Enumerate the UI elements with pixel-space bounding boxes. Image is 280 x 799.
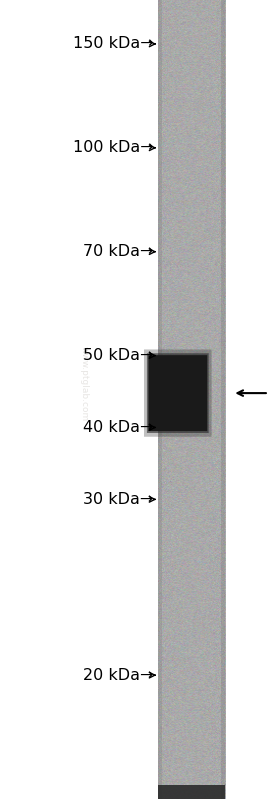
- Text: 150 kDa→: 150 kDa→: [73, 37, 153, 51]
- FancyBboxPatch shape: [147, 353, 209, 433]
- Bar: [221, 0, 225, 799]
- Text: 20 kDa→: 20 kDa→: [83, 668, 153, 682]
- Text: 100 kDa→: 100 kDa→: [73, 141, 153, 155]
- Bar: [158, 0, 162, 799]
- Text: 30 kDa→: 30 kDa→: [83, 492, 153, 507]
- FancyBboxPatch shape: [148, 355, 207, 431]
- Text: 40 kDa→: 40 kDa→: [83, 420, 153, 435]
- Bar: [158, 785, 225, 799]
- FancyBboxPatch shape: [144, 349, 212, 437]
- Text: 70 kDa→: 70 kDa→: [83, 244, 153, 259]
- Text: 50 kDa→: 50 kDa→: [83, 348, 153, 363]
- Text: www.ptglab.com: www.ptglab.com: [80, 346, 88, 421]
